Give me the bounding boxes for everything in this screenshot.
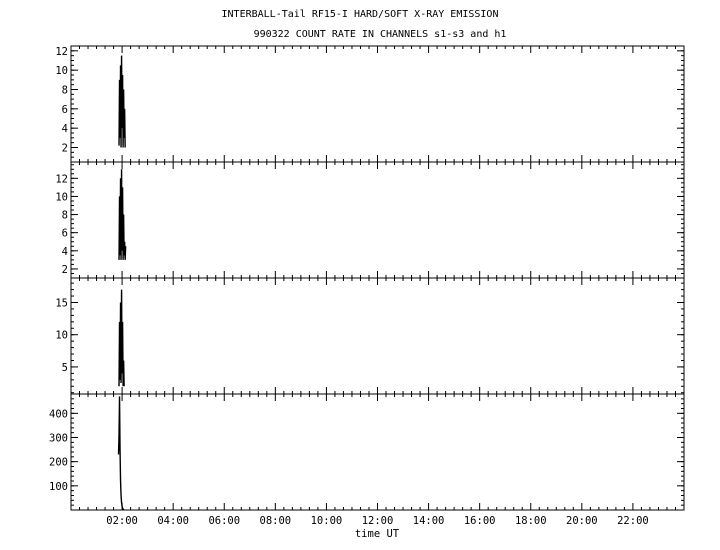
y-tick-label: 8	[62, 210, 68, 222]
y-tick-label: 4	[62, 246, 68, 258]
x-tick-label: 02:00	[106, 515, 138, 527]
x-tick-label: 18:00	[515, 515, 547, 527]
y-tick-label: 10	[55, 330, 68, 342]
panel-4: 100 200 300 400	[49, 393, 685, 511]
panel-2: 2 4 6 8 10 12	[55, 161, 685, 279]
y-tick-label: 2	[62, 264, 68, 276]
y-tick-label: 6	[62, 104, 68, 116]
x-axis: 02:00 04:00 06:00 08:00 10:00 12:00 14:00 16:00…	[106, 515, 648, 540]
y-tick-label: 200	[49, 457, 68, 469]
series-line	[118, 55, 126, 148]
x-tick-label: 16:00	[464, 515, 496, 527]
y-tick-label: 5	[62, 362, 68, 374]
y-tick-label: 10	[55, 191, 68, 203]
x-tick-label: 08:00	[260, 515, 292, 527]
y-tick-label: 12	[55, 173, 68, 185]
y-tick-label: 300	[49, 433, 68, 445]
y-tick-label: 8	[62, 85, 68, 97]
x-tick-label: 06:00	[208, 515, 240, 527]
x-tick-label: 14:00	[413, 515, 445, 527]
x-tick-label: 12:00	[362, 515, 394, 527]
panel-frame	[70, 393, 685, 511]
series-line	[118, 289, 125, 387]
chart-subtitle: 990322 COUNT RATE IN CHANNELS s1-s3 and …	[253, 29, 507, 40]
panels-group: 2 4 6 8 10 12 2 4 6 8 10 12 5 10 15 100 200 300 400	[49, 45, 685, 511]
x-axis-label: time UT	[355, 528, 400, 540]
y-tick-label: 10	[55, 65, 68, 77]
x-tick-label: 10:00	[311, 515, 343, 527]
y-tick-label: 12	[55, 46, 68, 58]
x-tick-label: 04:00	[157, 515, 189, 527]
y-tick-label: 4	[62, 123, 68, 135]
y-tick-label: 100	[49, 481, 68, 493]
panel-1: 2 4 6 8 10 12	[55, 45, 685, 163]
y-tick-label: 400	[49, 408, 68, 420]
y-tick-label: 6	[62, 228, 68, 240]
panel-frame	[70, 161, 685, 279]
panel-frame	[70, 45, 685, 163]
series-line	[118, 169, 127, 260]
y-tick-label: 15	[55, 297, 68, 309]
chart-title: INTERBALL-Tail RF15-I HARD/SOFT X-RAY EM…	[221, 9, 499, 20]
panel-3: 5 10 15	[55, 277, 685, 395]
series-line	[117, 396, 125, 511]
x-tick-label: 22:00	[617, 515, 649, 527]
y-tick-label: 2	[62, 143, 68, 155]
x-tick-label: 20:00	[566, 515, 598, 527]
panel-frame	[70, 277, 685, 395]
